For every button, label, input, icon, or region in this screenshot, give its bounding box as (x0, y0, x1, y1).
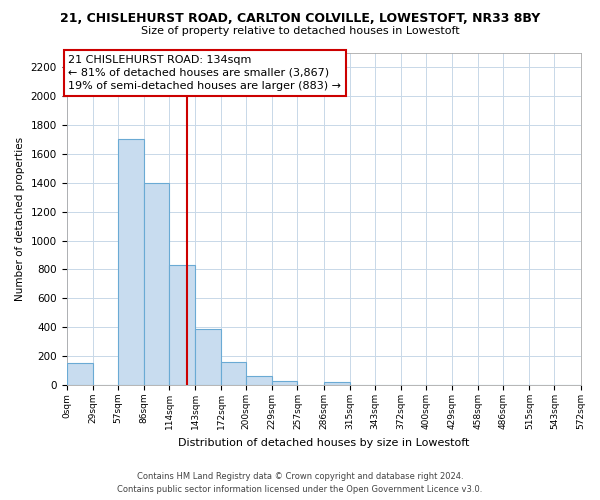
X-axis label: Distribution of detached houses by size in Lowestoft: Distribution of detached houses by size … (178, 438, 469, 448)
Text: 21, CHISLEHURST ROAD, CARLTON COLVILLE, LOWESTOFT, NR33 8BY: 21, CHISLEHURST ROAD, CARLTON COLVILLE, … (60, 12, 540, 26)
Bar (195, 328, 221, 385)
Y-axis label: Number of detached properties: Number of detached properties (15, 137, 25, 301)
Bar (272, 381, 298, 385)
Bar (118, 140, 144, 385)
Text: 21 CHISLEHURST ROAD: 134sqm
← 81% of detached houses are smaller (3,867)
19% of : 21 CHISLEHURST ROAD: 134sqm ← 81% of det… (68, 54, 341, 91)
Bar (169, 265, 195, 385)
Bar (67, 364, 92, 385)
Text: Size of property relative to detached houses in Lowestoft: Size of property relative to detached ho… (140, 26, 460, 36)
Bar (221, 362, 246, 385)
Bar (323, 382, 350, 385)
Bar (144, 182, 169, 385)
Bar (246, 376, 272, 385)
Text: Contains HM Land Registry data © Crown copyright and database right 2024.
Contai: Contains HM Land Registry data © Crown c… (118, 472, 482, 494)
